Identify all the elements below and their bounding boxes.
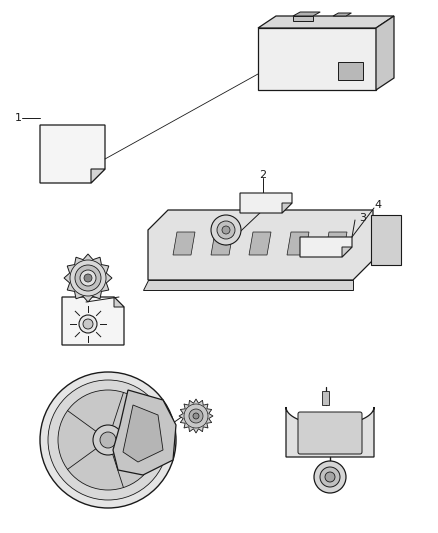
Polygon shape [325, 232, 347, 255]
Polygon shape [258, 28, 376, 90]
Circle shape [189, 409, 203, 423]
Polygon shape [293, 12, 320, 16]
Text: 3: 3 [360, 213, 367, 223]
Polygon shape [62, 297, 124, 345]
Text: 4: 4 [374, 200, 381, 210]
Polygon shape [333, 13, 351, 16]
Bar [338, 62, 363, 80]
Circle shape [217, 221, 235, 239]
Circle shape [314, 461, 346, 493]
Circle shape [58, 390, 158, 490]
Circle shape [84, 274, 92, 282]
Circle shape [93, 425, 123, 455]
Text: 1: 1 [14, 113, 21, 123]
Polygon shape [114, 297, 124, 307]
Polygon shape [123, 405, 163, 462]
Polygon shape [148, 210, 373, 280]
Circle shape [222, 226, 230, 234]
Circle shape [184, 404, 208, 428]
Circle shape [193, 413, 199, 419]
Polygon shape [143, 280, 353, 290]
Polygon shape [249, 232, 271, 255]
Text: 2: 2 [259, 170, 267, 180]
Circle shape [75, 265, 101, 291]
Polygon shape [371, 215, 401, 265]
Circle shape [70, 260, 106, 296]
Circle shape [48, 380, 168, 500]
Bar [322, 391, 329, 405]
Polygon shape [342, 247, 352, 257]
Polygon shape [64, 254, 112, 302]
Circle shape [320, 467, 340, 487]
Polygon shape [179, 399, 213, 433]
Polygon shape [282, 203, 292, 213]
Polygon shape [300, 237, 352, 257]
FancyBboxPatch shape [298, 412, 362, 454]
Polygon shape [258, 16, 394, 28]
Circle shape [40, 372, 176, 508]
Polygon shape [40, 125, 105, 183]
Polygon shape [376, 16, 394, 90]
Circle shape [83, 319, 93, 329]
Polygon shape [240, 193, 292, 213]
Polygon shape [287, 232, 309, 255]
Circle shape [80, 270, 96, 286]
Polygon shape [113, 390, 176, 475]
Polygon shape [211, 232, 233, 255]
Circle shape [100, 432, 116, 448]
Circle shape [325, 472, 335, 482]
Polygon shape [286, 407, 374, 457]
Polygon shape [91, 169, 105, 183]
Circle shape [79, 315, 97, 333]
Polygon shape [173, 232, 195, 255]
Circle shape [211, 215, 241, 245]
Bar [293, 16, 313, 21]
